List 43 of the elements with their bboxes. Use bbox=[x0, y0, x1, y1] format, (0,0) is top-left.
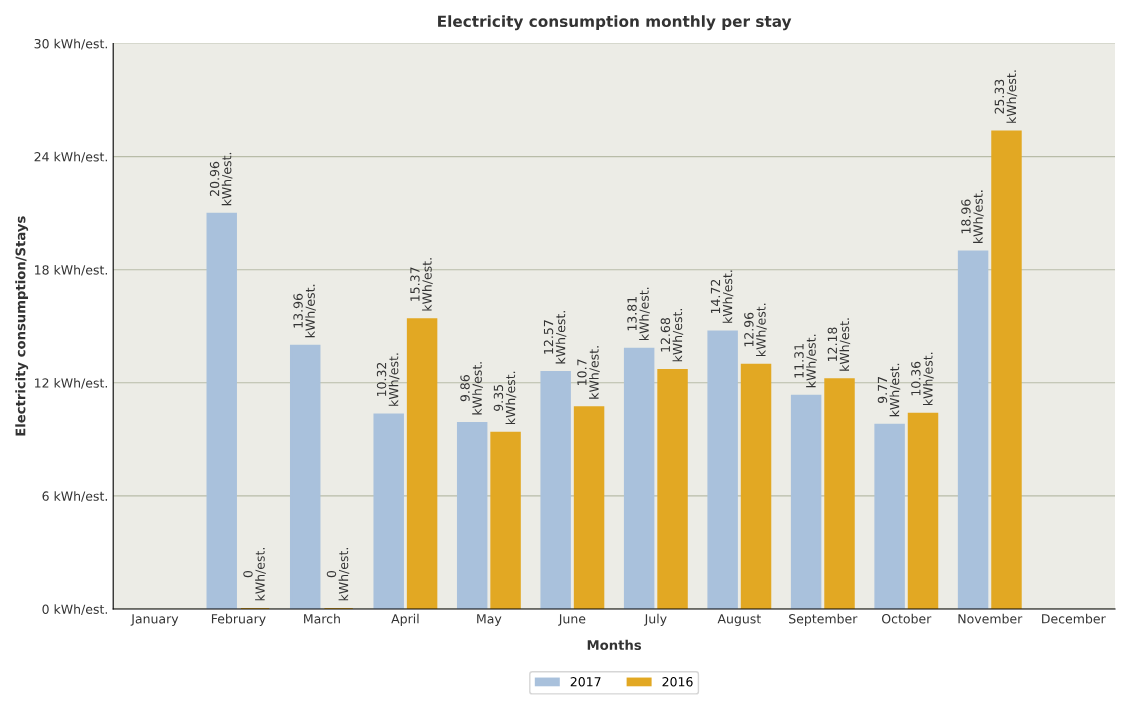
x-tick-label: November bbox=[958, 613, 1023, 624]
chart-title: Electricity consumption monthly per stay bbox=[438, 15, 792, 31]
data-label: 10.32 kWh/est. bbox=[376, 353, 400, 406]
y-tick-label: 0 kWh/est. bbox=[42, 604, 107, 615]
data-label: 9.86 kWh/est. bbox=[460, 362, 483, 415]
x-tick-label: September bbox=[789, 613, 858, 626]
data-label: 13.96 kWh/est. bbox=[293, 284, 316, 338]
x-tick-label: June bbox=[558, 614, 586, 626]
data-label: 10.7 kWh/est. bbox=[577, 346, 600, 399]
x-tick-label: December bbox=[1042, 613, 1106, 624]
data-label: 9.77 kWh/est. bbox=[877, 363, 901, 417]
data-label: 12.68 kWh/est. bbox=[660, 308, 684, 362]
data-label: 20.96 kWh/est. bbox=[209, 152, 233, 206]
data-label: 10.36 kWh/est. bbox=[911, 352, 934, 406]
data-label: 12.96 kWh/est. bbox=[744, 303, 767, 357]
data-label: 0 kWh/est. bbox=[326, 548, 350, 601]
data-label: 14.72 kWh/est. bbox=[710, 270, 734, 323]
x-tick-label: May bbox=[477, 614, 502, 626]
data-label: 13.81 kWh/est. bbox=[627, 287, 650, 341]
data-label: 9.35 kWh/est. bbox=[493, 371, 517, 425]
data-label: 18.96 kWh/est. bbox=[961, 190, 984, 243]
x-tick-label: October bbox=[881, 613, 932, 624]
y-tick-label: 6 kWh/est. bbox=[42, 491, 107, 502]
y-axis-title: Electricity consumption/Stays bbox=[15, 216, 29, 436]
data-label: 25.33 kWh/est. bbox=[994, 70, 1018, 123]
x-tick-label: April bbox=[391, 613, 419, 626]
x-tick-label: July bbox=[643, 613, 667, 626]
x-axis-title: Months bbox=[587, 639, 642, 651]
x-tick-label: August bbox=[717, 614, 761, 626]
legend-label: 2017 bbox=[570, 677, 601, 687]
y-tick-label: 30 kWh/est. bbox=[34, 38, 107, 50]
data-label: 12.18 kWh/est. bbox=[827, 318, 851, 371]
x-tick-label: February bbox=[211, 613, 266, 626]
x-tick-label: March bbox=[304, 613, 340, 624]
data-label: 0 kWh/est. bbox=[243, 548, 266, 601]
data-label: 15.37 kWh/est. bbox=[410, 258, 433, 311]
y-tick-label: 18 kWh/est. bbox=[35, 264, 107, 276]
data-label: 11.31 kWh/est. bbox=[794, 334, 817, 388]
legend-label: 2016 bbox=[662, 677, 693, 687]
y-tick-label: 12 kWh/est. bbox=[35, 378, 107, 389]
x-tick-label: January bbox=[130, 614, 179, 626]
data-label: 12.57 kWh/est. bbox=[543, 311, 567, 364]
y-tick-label: 24 kWh/est. bbox=[34, 151, 107, 163]
